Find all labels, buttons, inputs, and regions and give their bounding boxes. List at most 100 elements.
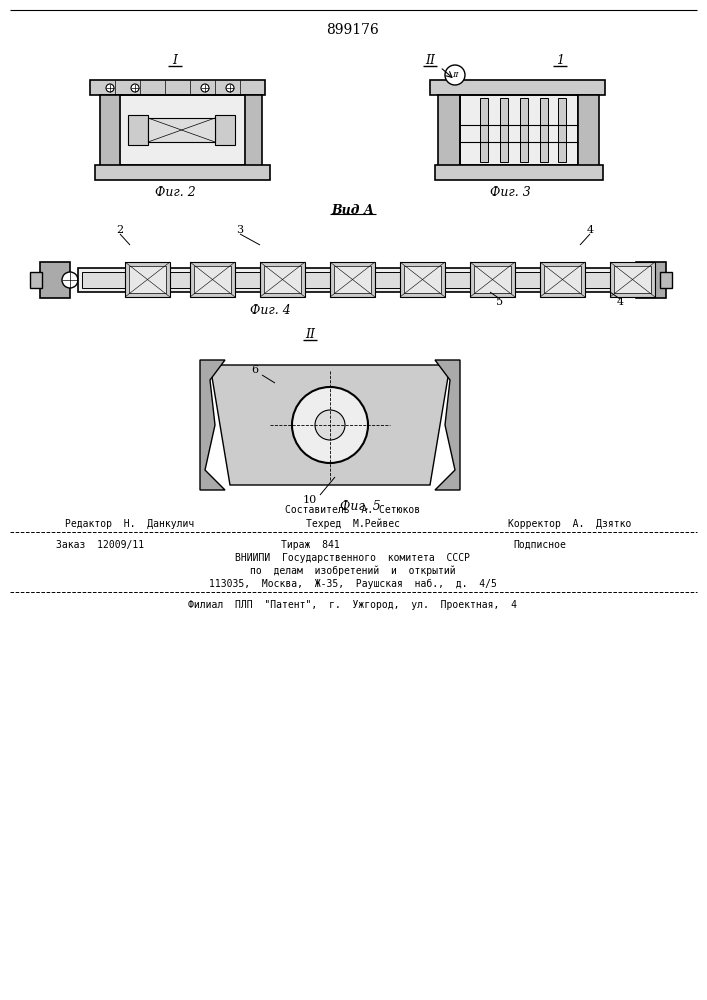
Bar [540, 98, 548, 162]
Text: 2: 2 [117, 225, 124, 235]
Bar [540, 262, 585, 297]
Bar [558, 98, 566, 162]
Bar [100, 95, 122, 170]
Bar [95, 165, 270, 180]
Bar [129, 266, 166, 293]
Bar [558, 98, 566, 162]
Polygon shape [200, 360, 225, 490]
Text: Подписное: Подписное [513, 540, 566, 550]
Bar [215, 115, 235, 145]
Text: Филиал  ПЛП  "Патент",  г.  Ужгород,  ул.  Проектная,  4: Филиал ПЛП "Патент", г. Ужгород, ул. Про… [189, 600, 518, 610]
Circle shape [315, 410, 345, 440]
Text: Редактор  Н.  Данкулич: Редактор Н. Данкулич [65, 519, 194, 529]
Bar [435, 165, 603, 180]
Text: 4: 4 [617, 297, 624, 307]
Bar [78, 268, 638, 292]
Circle shape [445, 65, 465, 85]
Bar [194, 266, 231, 293]
Bar [480, 98, 488, 162]
Text: II: II [452, 71, 458, 79]
Bar [125, 262, 170, 297]
Bar [461, 96, 577, 164]
Bar [90, 80, 265, 95]
Bar [520, 98, 528, 162]
Bar [78, 268, 638, 292]
Bar [129, 266, 166, 293]
Text: Вид А: Вид А [332, 204, 375, 217]
Bar [438, 95, 460, 170]
Text: Фиг. 3: Фиг. 3 [490, 186, 530, 198]
Text: 4: 4 [586, 225, 594, 235]
Text: I: I [173, 53, 177, 66]
Bar [435, 165, 603, 180]
Bar [334, 266, 371, 293]
Text: 5: 5 [496, 297, 503, 307]
Text: Фиг. 2: Фиг. 2 [155, 186, 195, 198]
Circle shape [292, 387, 368, 463]
Text: 3: 3 [236, 225, 244, 235]
Bar [82, 272, 634, 288]
Bar [400, 262, 445, 297]
Text: II: II [305, 328, 315, 342]
Bar [330, 262, 375, 297]
Bar [40, 262, 70, 298]
Polygon shape [435, 360, 460, 490]
Text: Фиг. 4: Фиг. 4 [250, 304, 291, 316]
Bar [460, 95, 578, 165]
Bar [120, 95, 245, 165]
Text: 1: 1 [556, 53, 564, 66]
Text: 6: 6 [252, 365, 259, 375]
Bar [264, 266, 301, 293]
Bar [636, 262, 666, 298]
Bar [330, 262, 375, 297]
Text: Заказ  12009/11: Заказ 12009/11 [56, 540, 144, 550]
Bar [544, 266, 581, 293]
Bar [128, 115, 148, 145]
Bar [540, 262, 585, 297]
Bar [194, 266, 231, 293]
Text: 113035,  Москва,  Ж-35,  Раушская  наб.,  д.  4/5: 113035, Москва, Ж-35, Раушская наб., д. … [209, 579, 497, 589]
Bar [577, 95, 599, 170]
Circle shape [131, 84, 139, 92]
Bar [190, 262, 235, 297]
Bar [430, 80, 605, 95]
Bar [660, 272, 672, 288]
Bar [540, 98, 548, 162]
Bar [636, 262, 666, 298]
Bar [334, 266, 371, 293]
Text: 899176: 899176 [327, 23, 380, 37]
Bar [90, 80, 265, 95]
Text: Тираж  841: Тираж 841 [281, 540, 339, 550]
Bar [544, 266, 581, 293]
Text: Техред  М.Рейвес: Техред М.Рейвес [306, 519, 400, 529]
Bar [148, 118, 215, 142]
Bar [82, 272, 634, 288]
Bar [474, 266, 511, 293]
Text: ВНИИПИ  Государственного  комитета  СССР: ВНИИПИ Государственного комитета СССР [235, 553, 470, 563]
Bar [470, 262, 515, 297]
Text: Фиг. 5: Фиг. 5 [339, 500, 380, 514]
Bar [520, 98, 528, 162]
Bar [95, 165, 270, 180]
Text: II: II [425, 53, 435, 66]
Circle shape [226, 84, 234, 92]
Bar [614, 266, 651, 293]
Bar [240, 95, 262, 170]
Bar [500, 98, 508, 162]
Bar [474, 266, 511, 293]
Bar [404, 266, 441, 293]
Bar [480, 98, 488, 162]
Bar [577, 95, 599, 170]
Bar [40, 262, 70, 298]
Bar [125, 262, 170, 297]
Text: 10: 10 [303, 495, 317, 505]
Bar [610, 262, 655, 297]
Bar [30, 272, 42, 288]
Bar [404, 266, 441, 293]
Bar [430, 80, 605, 95]
Bar [400, 262, 445, 297]
Bar [264, 266, 301, 293]
Bar [500, 98, 508, 162]
Text: Составитель  А. Сетюков: Составитель А. Сетюков [286, 505, 421, 515]
Bar [121, 96, 244, 164]
